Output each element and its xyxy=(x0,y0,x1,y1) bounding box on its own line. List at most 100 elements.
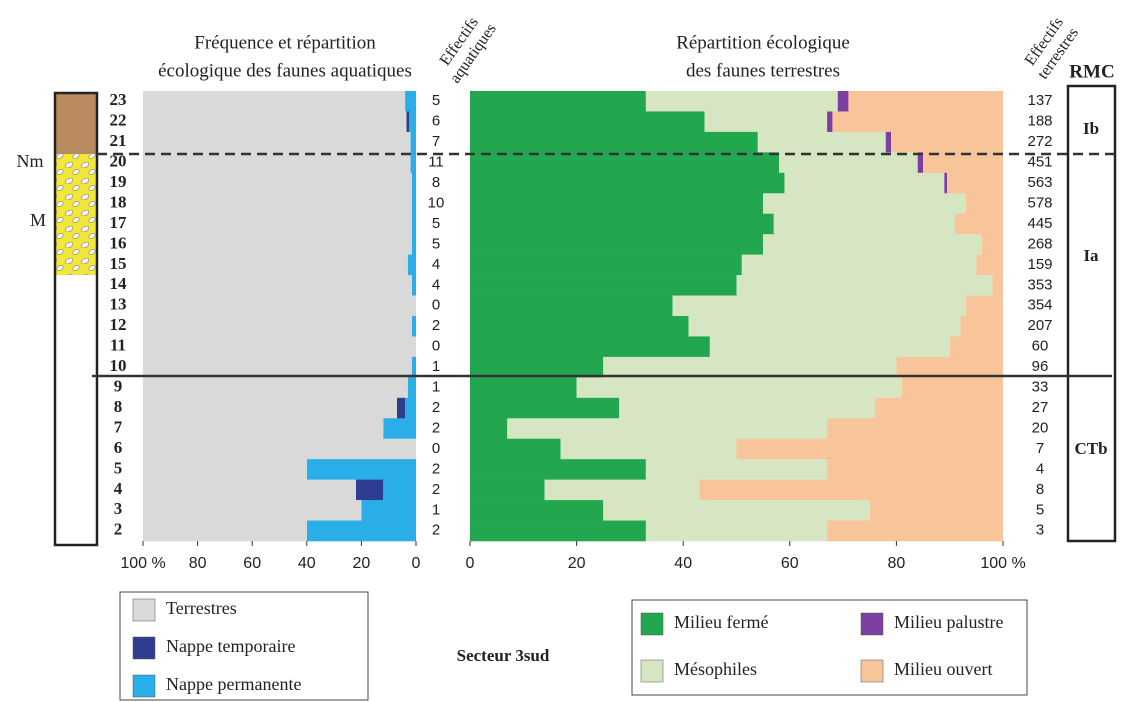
count-label: 6 xyxy=(432,113,440,130)
bar-segment xyxy=(143,152,411,174)
bar-segment xyxy=(411,316,416,337)
count-label: 60 xyxy=(1032,338,1049,355)
legend-swatch xyxy=(132,674,156,698)
count-label: 207 xyxy=(1027,317,1052,334)
bar-segment xyxy=(470,213,774,235)
count-label: 4 xyxy=(432,276,440,293)
count-label: 272 xyxy=(1027,133,1052,150)
bar-segment xyxy=(470,356,604,378)
bar-segment xyxy=(763,234,982,255)
bar-segment xyxy=(143,275,412,296)
legend-swatch xyxy=(132,598,156,622)
bar-segment xyxy=(470,111,705,133)
count-label: 137 xyxy=(1027,92,1052,109)
bar-segment xyxy=(709,336,950,358)
bar-segment xyxy=(470,234,764,255)
x-tick-label: 0 xyxy=(412,555,421,572)
strat-label: Nm xyxy=(17,151,44,171)
bar-segment xyxy=(603,356,897,378)
bar-segment xyxy=(470,500,604,521)
bar-segment xyxy=(143,438,416,460)
bar-segment xyxy=(827,418,1003,440)
bar-segment xyxy=(411,193,416,215)
bar-segment xyxy=(306,520,416,542)
bar-segment xyxy=(944,172,948,194)
bar-segment xyxy=(411,213,416,235)
bar-segment xyxy=(470,459,646,480)
bar-segment xyxy=(411,356,416,378)
bar-segment xyxy=(306,459,416,480)
level-label: 14 xyxy=(110,274,128,293)
legend-label: Milieu ouvert xyxy=(894,659,992,679)
bar-segment xyxy=(507,418,828,440)
level-label: 12 xyxy=(110,315,127,334)
x-tick-label: 100 % xyxy=(980,555,1025,572)
count-label: 0 xyxy=(432,338,440,355)
level-label: 8 xyxy=(114,397,123,416)
legend-label: Milieu fermé xyxy=(674,612,768,632)
chart-title: Répartition écologique xyxy=(676,32,850,53)
column-frame xyxy=(53,91,99,547)
bar-segment xyxy=(143,91,406,112)
bar-segment xyxy=(143,520,307,542)
bar-segment xyxy=(645,91,838,112)
bar-segment xyxy=(960,316,1003,337)
bar-segment xyxy=(405,397,416,419)
chart-title: Fréquence et répartition xyxy=(194,32,376,53)
bar-segment xyxy=(411,275,416,296)
level-label: 3 xyxy=(114,499,123,518)
bar-segment xyxy=(143,356,412,378)
bar-segment xyxy=(361,500,416,521)
x-tick-label: 60 xyxy=(781,555,799,572)
bar-segment xyxy=(704,111,828,133)
count-label: 2 xyxy=(432,460,440,477)
count-label: 33 xyxy=(1032,379,1049,396)
level-label: 5 xyxy=(114,458,123,477)
legend-swatch xyxy=(132,636,156,660)
bar-segment xyxy=(406,111,410,133)
bar-segment xyxy=(576,377,902,399)
bar-segment xyxy=(645,459,828,480)
bar-segment xyxy=(470,275,737,296)
bar-segment xyxy=(143,193,412,215)
count-label: 11 xyxy=(428,154,444,171)
count-label: 2 xyxy=(432,317,440,334)
bar-segment xyxy=(891,131,1003,153)
x-tick-label: 80 xyxy=(189,555,207,572)
rmc-column: RMC Ib Ia CTb xyxy=(1066,61,1117,543)
bar-segment xyxy=(470,254,742,276)
bar-segment xyxy=(901,377,1003,399)
rmc-zone: CTb xyxy=(1074,439,1107,458)
count-label: 159 xyxy=(1027,256,1052,273)
level-label: 18 xyxy=(110,192,127,211)
count-label: 2 xyxy=(432,481,440,498)
count-label: 5 xyxy=(1036,501,1044,518)
level-label: 21 xyxy=(110,131,127,150)
count-label: 0 xyxy=(432,297,440,314)
bar-segment xyxy=(470,418,508,440)
bar-segment xyxy=(143,479,356,501)
level-label: 9 xyxy=(114,376,123,395)
bar-segment xyxy=(143,213,412,235)
bar-segment xyxy=(992,275,1003,296)
count-label: 2 xyxy=(432,399,440,416)
bar-segment xyxy=(143,418,384,440)
bar-segment xyxy=(875,397,1003,419)
bar-segment xyxy=(976,254,1003,276)
strat-label: M xyxy=(30,210,46,230)
bar-segment xyxy=(143,377,408,399)
bar-segment xyxy=(827,459,1003,480)
legend-label: Nappe permanente xyxy=(166,674,301,694)
level-label: 2 xyxy=(114,520,123,539)
layer-brown xyxy=(55,93,97,154)
legend-label: Mésophiles xyxy=(674,659,757,679)
bar-segment xyxy=(470,438,561,460)
bar-segment xyxy=(143,131,411,153)
level-label: 10 xyxy=(110,356,127,375)
legend-frame xyxy=(631,599,1028,696)
count-label: 445 xyxy=(1027,215,1052,232)
count-label: 3 xyxy=(1036,522,1044,539)
bar-segment xyxy=(470,193,764,215)
bar-segment xyxy=(917,152,924,174)
bar-segment xyxy=(143,397,397,419)
